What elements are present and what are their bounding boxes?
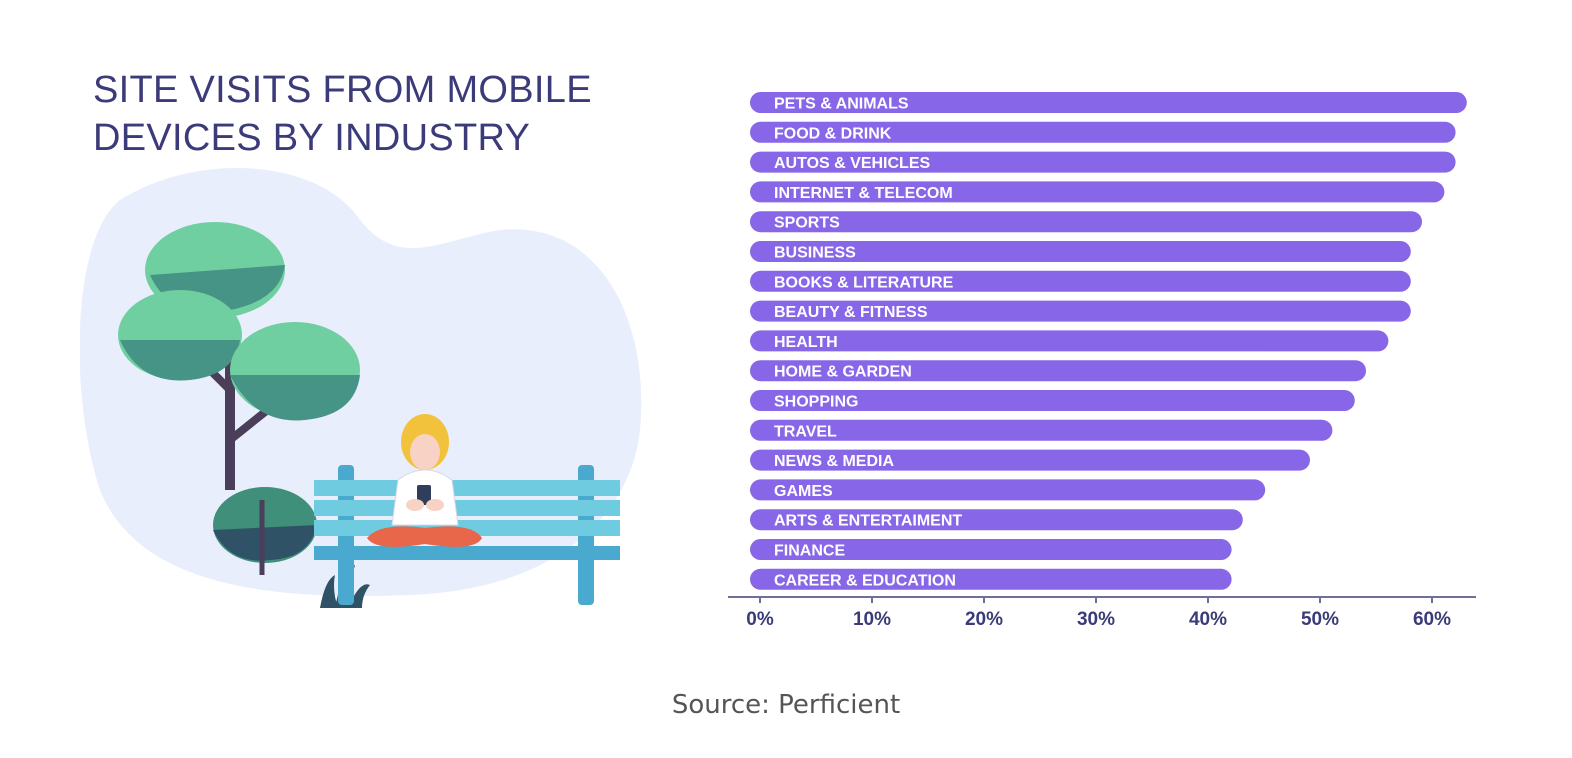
bar-5	[750, 241, 1411, 262]
bar-label-4: SPORTS	[774, 215, 840, 232]
bush-icon	[213, 487, 317, 575]
bar-15	[750, 539, 1232, 560]
person-icon	[367, 414, 482, 547]
bar-label-10: SHOPPING	[774, 394, 858, 411]
bar-16	[750, 568, 1232, 590]
bar-label-7: BEAUTY & FITNESS	[774, 304, 928, 321]
x-tick-label-4: 40%	[1189, 609, 1227, 630]
bar-4	[750, 211, 1422, 233]
chart-title: SITE VISITS FROM MOBILE DEVICES BY INDUS…	[93, 66, 653, 162]
bar-label-0: PETS & ANIMALS	[774, 96, 909, 113]
bar-6	[750, 270, 1411, 292]
bar-13	[750, 479, 1266, 501]
bar-0	[750, 92, 1467, 113]
bar-9	[750, 360, 1366, 382]
park-bench-illustration	[80, 168, 642, 608]
bar-label-12: NEWS & MEDIA	[774, 453, 894, 470]
x-tick-label-5: 50%	[1301, 609, 1339, 630]
bar-11	[750, 419, 1333, 441]
bar-1	[750, 121, 1456, 143]
bar-14	[750, 509, 1243, 531]
bar-12	[750, 449, 1310, 471]
source-caption: Source: Perficient	[671, 690, 901, 720]
x-tick-label-1: 10%	[853, 609, 891, 630]
bar-8	[750, 330, 1389, 352]
bar-2	[750, 151, 1456, 173]
bar-label-1: FOOD & DRINK	[774, 125, 892, 142]
bar-label-15: FINANCE	[774, 543, 845, 560]
bar-label-5: BUSINESS	[774, 245, 856, 262]
bar-3	[750, 181, 1445, 203]
bar-label-13: GAMES	[774, 483, 833, 500]
bar-label-2: AUTOS & VEHICLES	[774, 155, 931, 172]
chart-title-line-1: SITE VISITS FROM MOBILE	[93, 69, 592, 111]
chart-title-line-2: DEVICES BY INDUSTRY	[93, 117, 531, 159]
x-tick-label-6: 60%	[1413, 609, 1451, 630]
bar-chart: PETS & ANIMALS FOOD & DRINK AUTOS & VEHICL…	[728, 92, 1476, 630]
bar-10	[750, 390, 1355, 411]
x-tick-label-2: 20%	[965, 609, 1003, 630]
bar-label-9: HOME & GARDEN	[774, 364, 912, 381]
x-axis: 0% 10% 20% 30% 40% 50% 60%	[728, 596, 1476, 630]
tree-icon	[118, 222, 360, 490]
bars-group: PETS & ANIMALS FOOD & DRINK AUTOS & VEHICL…	[750, 92, 1467, 590]
bar-label-6: BOOKS & LITERATURE	[774, 274, 954, 291]
bar-7	[750, 300, 1411, 322]
bench-icon	[314, 465, 620, 605]
bar-label-16: CAREER & EDUCATION	[774, 572, 956, 589]
x-tick-label-0: 0%	[746, 609, 774, 630]
bar-label-11: TRAVEL	[774, 423, 837, 440]
bar-label-8: HEALTH	[774, 334, 838, 351]
bar-label-3: INTERNET & TELECOM	[774, 185, 953, 202]
x-tick-label-3: 30%	[1077, 609, 1115, 630]
bar-label-14: ARTS & ENTERTAIMENT	[774, 513, 962, 530]
